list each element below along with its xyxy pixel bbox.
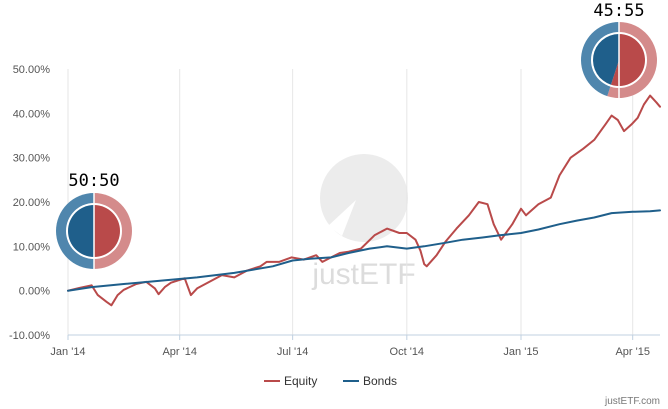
y-tick-label: 50.00% [13,64,51,76]
legend-label-equity: Equity [284,374,317,388]
x-tick-label: Oct '14 [390,346,425,358]
watermark-logo-notch [328,200,356,236]
allocation-slice [592,34,619,85]
legend: Equity Bonds [264,374,397,388]
allocation-badge-start: 50:50 [56,171,132,269]
allocation-ratio-label: 45:55 [593,1,644,21]
gridlines [67,69,634,335]
y-axis: -10.00% 0.00% 10.00% 20.00% 30.00% 40.00% 50.0… [9,64,50,342]
allocation-donut-icon [56,193,132,269]
allocation-slice [94,205,120,257]
y-tick-label: 20.00% [13,197,51,209]
x-tick-label: Apr '15 [615,346,650,358]
allocation-ratio-label: 50:50 [68,171,119,191]
legend-label-bonds: Bonds [363,374,397,388]
x-axis: Jan '14 Apr '14 Jul '14 Oct '14 Jan '15 Apr '… [50,334,660,358]
legend-item-bonds[interactable]: Bonds [343,374,397,388]
y-tick-label: -10.00% [9,330,50,342]
allocation-slice [68,205,94,257]
series-line-bonds[interactable] [67,209,661,292]
credit-link[interactable]: justETF.com [604,396,660,407]
x-tick-label: Jan '14 [50,346,85,358]
x-tick-label: Jul '14 [277,346,308,358]
watermark: justETF [311,154,416,291]
series-line-equity[interactable] [67,94,661,307]
x-tick-label: Apr '14 [162,346,197,358]
allocation-badge-end: 45:55 [581,1,658,98]
watermark-text: justETF [311,258,415,291]
legend-item-equity[interactable]: Equity [264,374,317,388]
y-tick-label: 40.00% [13,108,51,120]
allocation-donut-icon [581,22,658,98]
x-tick-label: Jan '15 [503,346,538,358]
y-tick-label: 30.00% [13,153,51,165]
plot-area [67,94,661,307]
y-tick-label: 0.00% [19,286,50,298]
y-tick-label: 10.00% [13,241,51,253]
